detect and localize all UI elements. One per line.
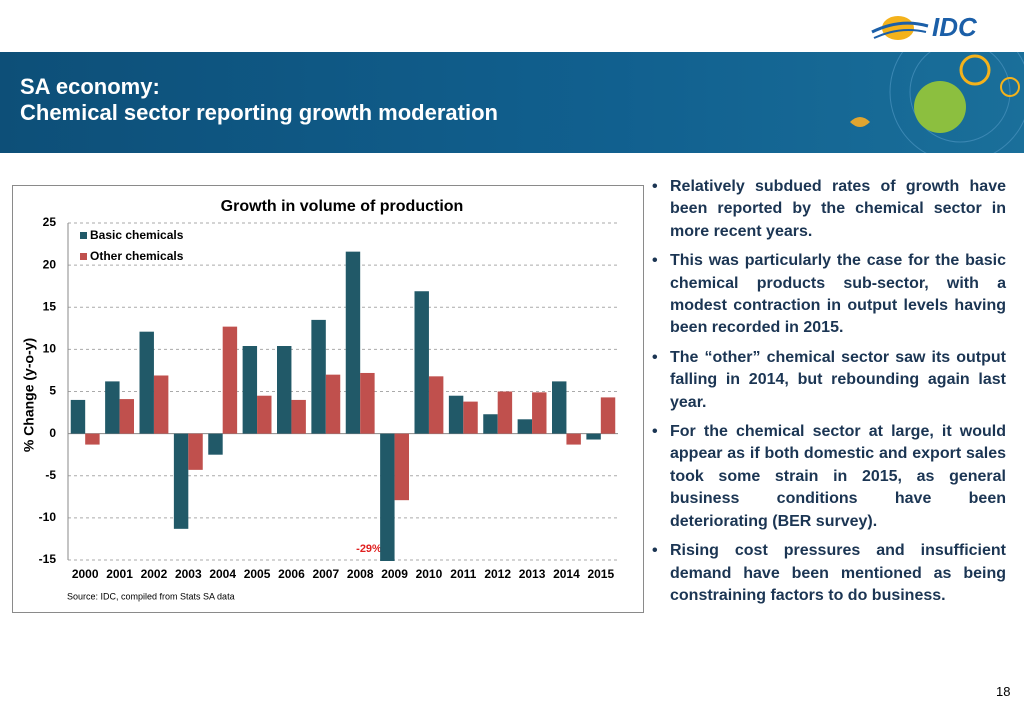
logo: IDC: [870, 8, 990, 46]
bar: [463, 401, 478, 434]
bar: [394, 433, 409, 501]
x-tick-label: 2000: [72, 567, 99, 581]
bar: [188, 433, 203, 470]
y-tick-label: 20: [43, 257, 57, 271]
bar: [414, 291, 429, 434]
bar: [345, 251, 361, 434]
x-tick-label: 2004: [209, 567, 236, 581]
bar: [325, 374, 341, 434]
bullet: For the chemical sector at large, it wou…: [652, 421, 1006, 533]
chart-frame: [12, 185, 644, 613]
y-tick-label: -5: [45, 468, 56, 482]
bullet: Rising cost pressures and insufficient d…: [652, 540, 1006, 607]
bar: [85, 433, 100, 445]
header-decor: [850, 52, 1024, 153]
bar: [586, 433, 601, 440]
plot: [70, 251, 616, 561]
y-tick-label: 10: [43, 342, 57, 356]
bar: [277, 346, 292, 434]
y-tick-label: 0: [49, 426, 56, 440]
y-tick-label: -15: [39, 552, 57, 566]
logo-mark: [871, 16, 929, 40]
bar: [448, 395, 464, 434]
y-tick-label: 5: [49, 384, 56, 398]
bar: [208, 433, 223, 455]
legend-label: Basic chemicals: [90, 228, 184, 242]
bar: [600, 397, 616, 434]
bar: [173, 433, 189, 529]
annotation: -29%: [356, 543, 382, 555]
bar: [428, 376, 444, 434]
bar: [70, 399, 86, 434]
bar: [532, 392, 547, 434]
x-tick-label: 2001: [106, 567, 133, 581]
x-tick-label: 2005: [244, 567, 271, 581]
x-tick-label: 2007: [312, 567, 339, 581]
x-tick-label: 2015: [587, 567, 614, 581]
bullet: Relatively subdued rates of growth have …: [652, 176, 1006, 243]
x-tick-label: 2011: [450, 567, 476, 581]
x-tick-label: 2003: [175, 567, 202, 581]
legend-label: Other chemicals: [90, 249, 184, 263]
bar: [552, 381, 567, 434]
title-line: Chemical sector reporting growth moderat…: [20, 100, 498, 125]
x-tick-label: 2013: [519, 567, 546, 581]
y-axis-label: % Change (y-o-y): [21, 338, 37, 452]
bar: [119, 399, 134, 434]
bar: [566, 433, 581, 445]
bar: [311, 319, 326, 434]
x-tick-label: 2014: [553, 567, 580, 581]
bar: [222, 326, 238, 434]
x-tick-label: 2012: [484, 567, 511, 581]
x-tick-label: 2009: [381, 567, 408, 581]
bullet-list: Relatively subdued rates of growth have …: [652, 176, 1006, 614]
source: Source: IDC, compiled from Stats SA data: [67, 591, 235, 601]
bar: [483, 414, 498, 434]
bullet: This was particularly the case for the b…: [652, 250, 1006, 340]
bar: [139, 331, 154, 434]
x-tick-label: 2006: [278, 567, 305, 581]
x-tick-label: 2010: [416, 567, 443, 581]
y-tick-label: -10: [39, 510, 57, 524]
bar: [517, 419, 533, 434]
bar: [105, 381, 120, 434]
legend-swatch: [80, 253, 87, 260]
chart-title: Growth in volume of production: [221, 198, 464, 215]
bullet: The “other” chemical sector saw its outp…: [652, 347, 1006, 414]
x-tick-label: 2002: [141, 567, 168, 581]
y-tick-label: 15: [43, 299, 57, 313]
bar: [257, 395, 272, 434]
header-band: SA economy: Chemical sector reporting gr…: [0, 52, 1024, 153]
page-number: 18: [996, 684, 1011, 699]
y-tick-label: 25: [43, 215, 57, 229]
bar: [380, 433, 395, 561]
bar: [497, 391, 513, 434]
x-tick-label: 2008: [347, 567, 374, 581]
bar: [291, 399, 306, 434]
title-line: SA economy:: [20, 74, 160, 99]
legend-swatch: [80, 232, 87, 239]
bar: [360, 372, 375, 434]
bar: [153, 375, 169, 434]
bar: [242, 346, 258, 434]
logo-text: IDC: [932, 12, 977, 42]
